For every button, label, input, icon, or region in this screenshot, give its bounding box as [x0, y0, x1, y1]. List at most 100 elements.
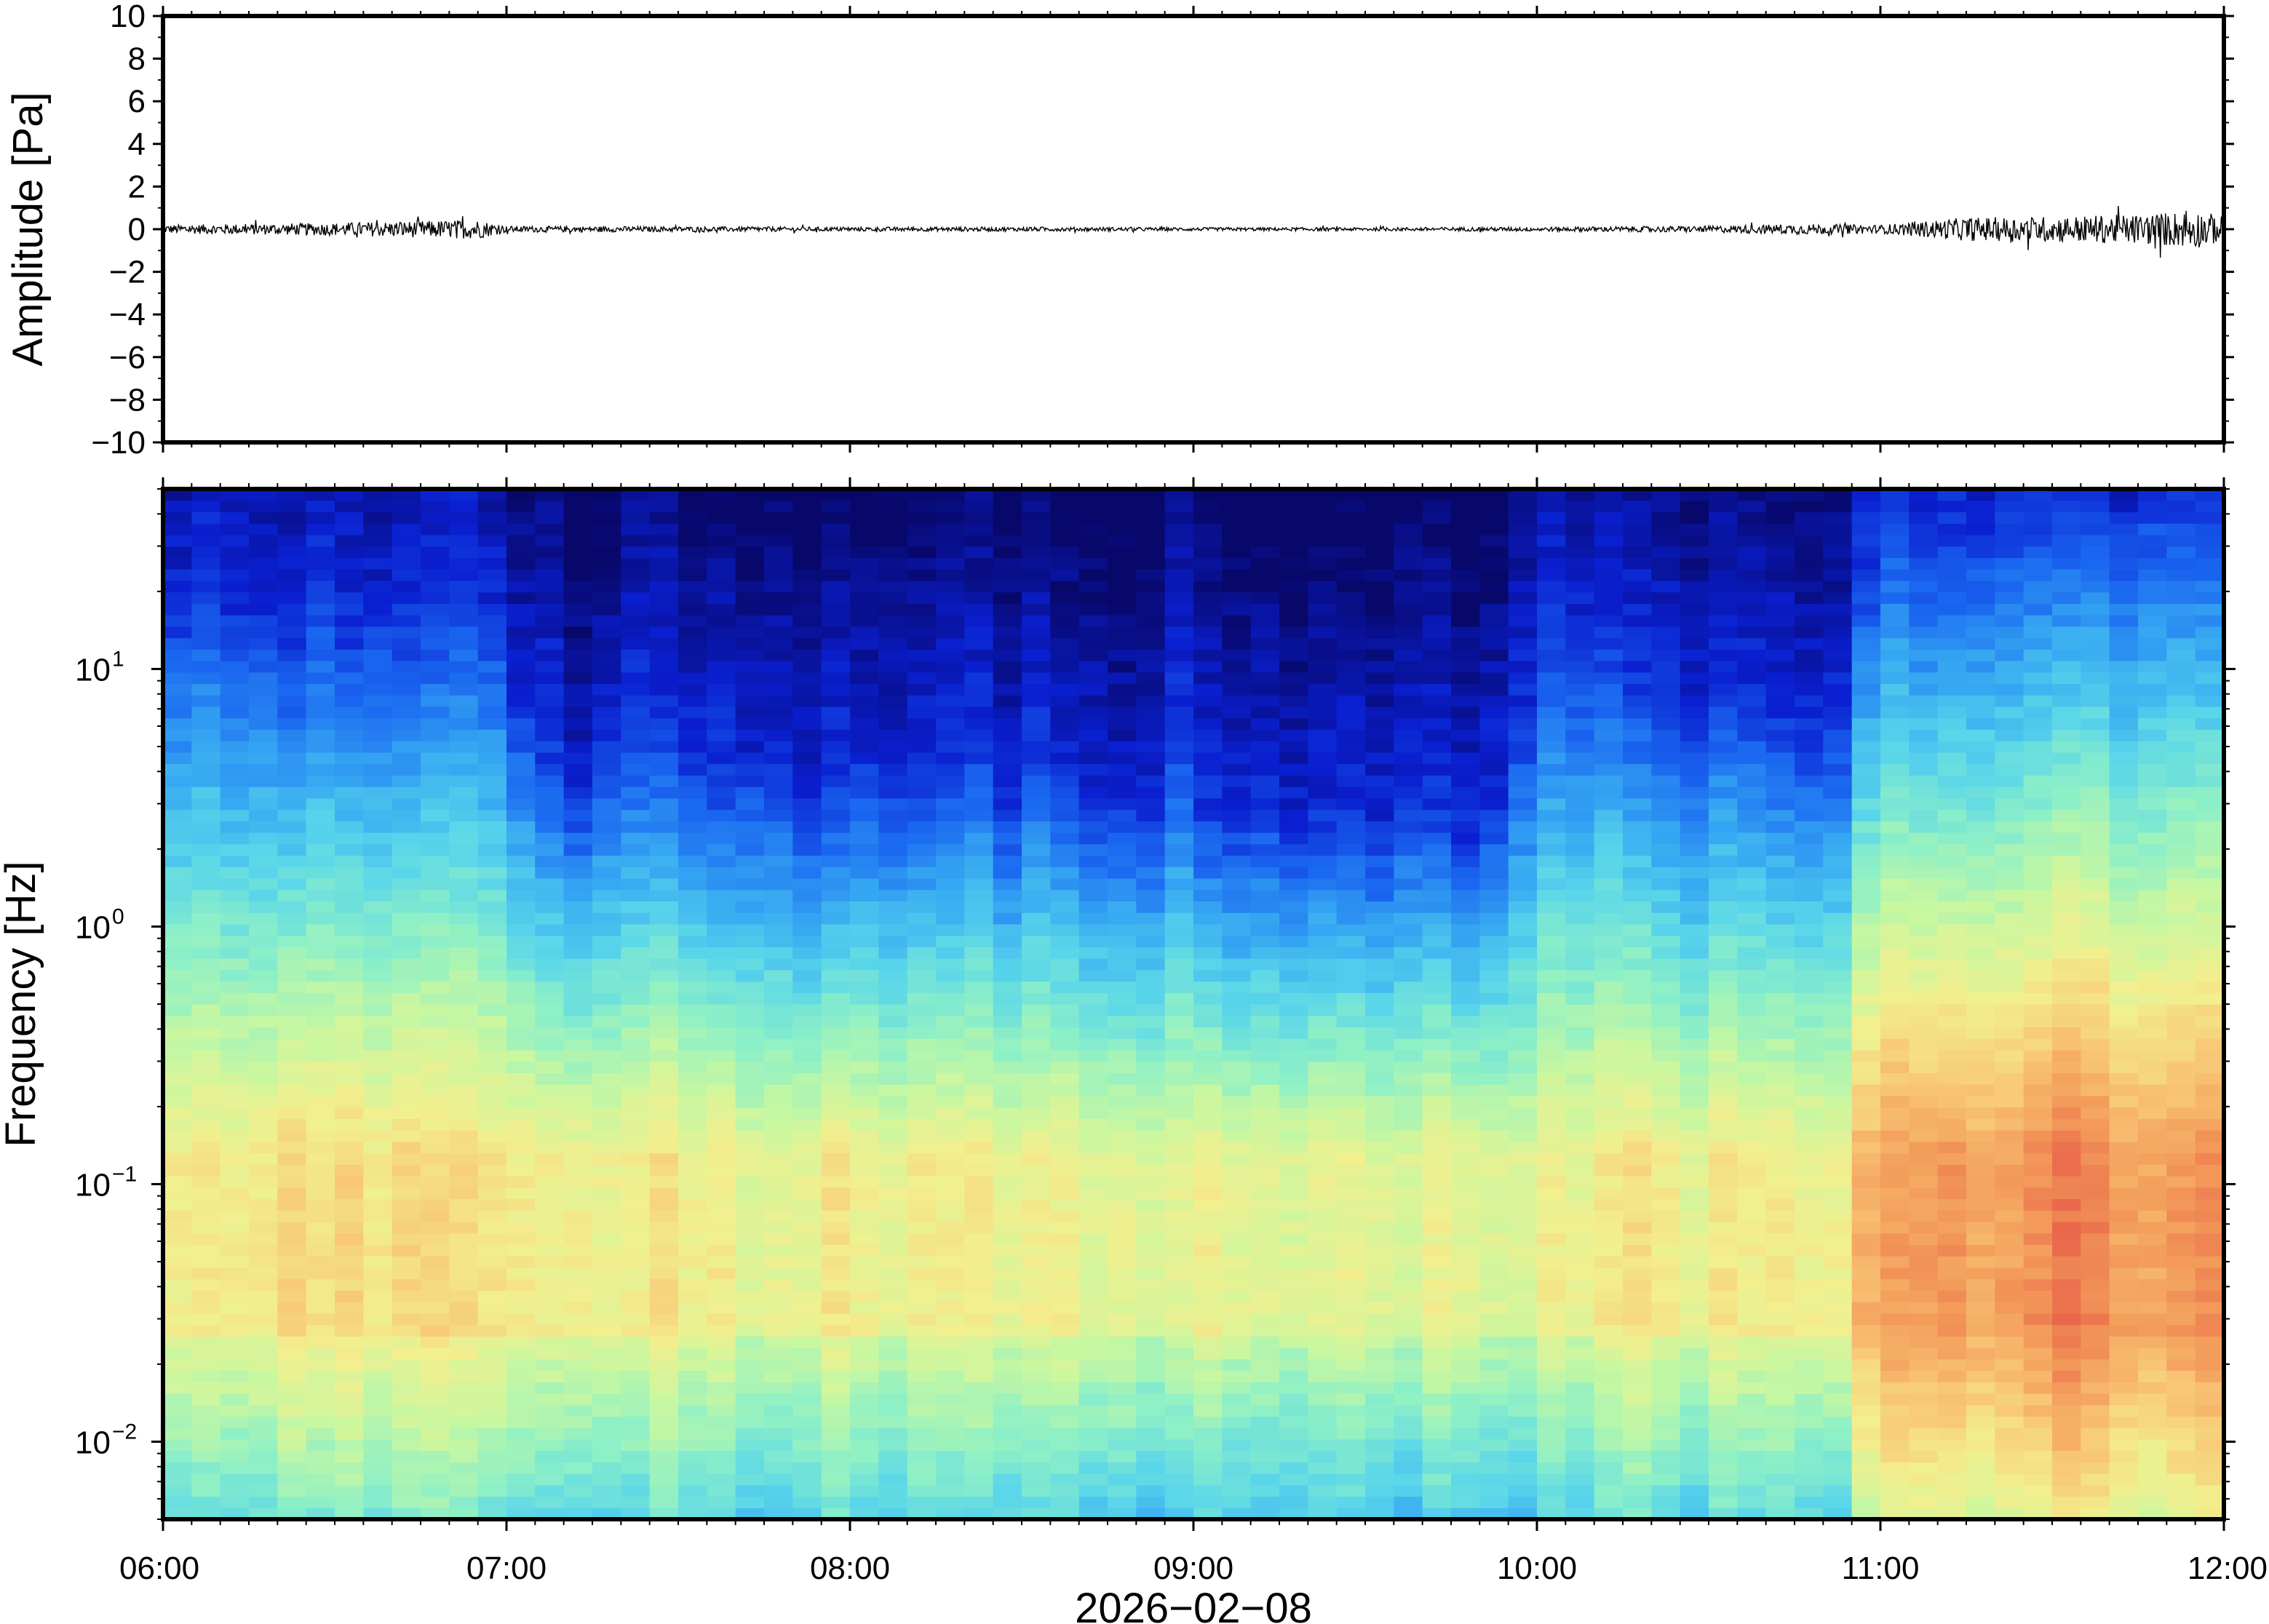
spectrogram-cell: [191, 1336, 221, 1348]
spectrogram-cell: [1451, 512, 1480, 524]
spectrogram-cell: [535, 534, 565, 547]
spectrogram-cell: [1451, 877, 1480, 891]
spectrogram-cell: [1537, 1473, 1566, 1486]
spectrogram-cell: [1479, 1187, 1509, 1200]
spectrogram-cell: [621, 1267, 651, 1280]
spectrogram-cell: [1136, 1072, 1166, 1085]
spectrogram-cell: [1623, 557, 1652, 570]
spectrogram-cell: [821, 1141, 851, 1154]
spectrogram-cell: [449, 1107, 479, 1119]
spectrogram-cell: [1394, 1428, 1423, 1440]
spectrogram-cell: [1479, 1038, 1509, 1051]
spectrogram-cell: [1479, 775, 1509, 787]
amplitude-y-tick-label: −6: [109, 340, 146, 375]
spectrogram-cell: [335, 1095, 364, 1108]
spectrogram-cell: [449, 1484, 479, 1497]
spectrogram-cell: [707, 626, 736, 639]
spectrogram-cell: [1565, 661, 1595, 673]
spectrogram-cell: [1651, 1141, 1681, 1154]
spectrogram-cell: [850, 912, 879, 925]
spectrogram-cell: [1108, 626, 1137, 639]
spectrogram-cell: [735, 1302, 765, 1314]
spectrogram-cell: [878, 855, 908, 867]
spectrogram-cell: [249, 877, 278, 891]
spectrogram-cell: [477, 1164, 507, 1177]
spectrogram-cell: [592, 1061, 621, 1073]
spectrogram-cell: [1308, 695, 1338, 707]
spectrogram-cell: [1651, 763, 1681, 776]
spectrogram-cell: [936, 741, 965, 753]
spectrogram-cell: [621, 832, 651, 845]
spectrogram-cell: [1279, 832, 1308, 845]
spectrogram-cell: [249, 821, 278, 833]
spectrogram-cell: [1164, 1393, 1194, 1406]
spectrogram-cell: [907, 877, 937, 891]
spectrogram-cell: [1565, 1256, 1595, 1268]
spectrogram-cell: [335, 1348, 364, 1360]
spectrogram-cell: [1365, 1210, 1394, 1222]
spectrogram-cell: [1479, 1496, 1509, 1508]
spectrogram-cell: [1365, 592, 1394, 604]
spectrogram-cell: [621, 683, 651, 696]
spectrogram-cell: [1279, 821, 1308, 833]
spectrogram-cell: [563, 1015, 593, 1028]
spectrogram-cell: [592, 1358, 621, 1372]
spectrogram-cell: [764, 1278, 793, 1291]
spectrogram-cell: [1651, 947, 1681, 959]
spectrogram-cell: [792, 580, 822, 593]
spectrogram-cell: [1422, 901, 1452, 913]
spectrogram-cell: [335, 1072, 364, 1085]
spectrogram-cell: [1394, 809, 1423, 821]
spectrogram-cell: [1365, 717, 1394, 730]
spectrogram-cell: [936, 821, 965, 833]
spectrogram-cell: [707, 1118, 736, 1131]
spectrogram-cell: [1479, 741, 1509, 753]
spectrogram-cell: [764, 683, 793, 696]
spectrogram-cell: [449, 546, 479, 558]
spectrogram-cell: [1222, 1508, 1252, 1520]
spectrogram-cell: [1193, 889, 1223, 901]
spectrogram-cell: [907, 1324, 937, 1337]
spectrogram-cell: [1136, 695, 1166, 707]
spectrogram-cell: [621, 1496, 651, 1508]
spectrogram-cell: [735, 877, 765, 891]
spectrogram-cell: [735, 1072, 765, 1085]
spectrogram-cell: [707, 1348, 736, 1360]
spectrogram-cell: [1623, 1404, 1652, 1417]
spectrogram-cell: [1365, 512, 1394, 524]
spectrogram-cell: [1565, 1416, 1595, 1428]
spectrogram-cell: [907, 717, 937, 730]
spectrogram-cell: [306, 958, 335, 971]
spectrogram-cell: [878, 1072, 908, 1085]
spectrogram-cell: [792, 867, 822, 879]
spectrogram-cell: [1680, 1484, 1709, 1497]
spectrogram-cell: [506, 729, 536, 741]
spectrogram-cell: [306, 1278, 335, 1291]
spectrogram-cell: [563, 775, 593, 787]
spectrogram-cell: [878, 1484, 908, 1497]
spectrogram-cell: [1508, 741, 1538, 753]
spectrogram-cell: [1623, 889, 1652, 901]
spectrogram-cell: [792, 1027, 822, 1039]
spectrogram-cell: [1594, 1348, 1624, 1360]
spectrogram-cell: [163, 523, 192, 536]
spectrogram-cell: [1422, 958, 1452, 971]
spectrogram-cell: [563, 1416, 593, 1428]
spectrogram-cell: [1222, 1416, 1252, 1428]
spectrogram-cell: [363, 1027, 393, 1039]
spectrogram-cell: [1565, 615, 1595, 627]
spectrogram-cell: [191, 1302, 221, 1314]
spectrogram-cell: [1651, 1118, 1681, 1131]
spectrogram-cell: [392, 1118, 421, 1131]
spectrogram-cell: [1537, 512, 1566, 524]
spectrogram-cell: [1108, 1278, 1137, 1291]
spectrogram-cell: [993, 1130, 1022, 1142]
spectrogram-cell: [477, 809, 507, 821]
spectrogram-cell: [1565, 489, 1595, 501]
spectrogram-cell: [649, 1358, 679, 1372]
spectrogram-cell: [1050, 1038, 1080, 1051]
spectrogram-cell: [1394, 523, 1423, 536]
spectrogram-cell: [277, 775, 307, 787]
spectrogram-cell: [449, 1450, 479, 1462]
spectrogram-cell: [1136, 1473, 1166, 1486]
